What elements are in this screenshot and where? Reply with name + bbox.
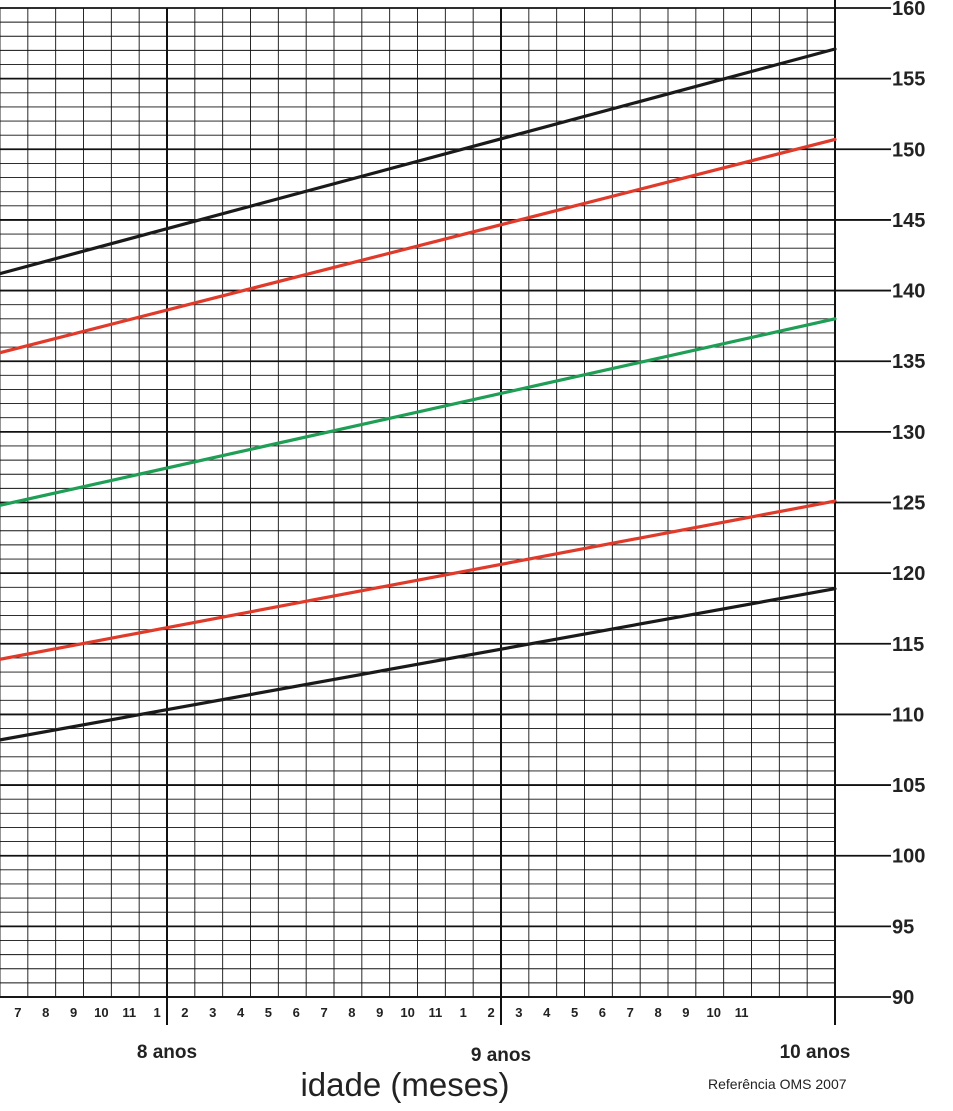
x-tick-label: 2	[487, 1005, 494, 1020]
y-tick-label: 135	[892, 351, 925, 373]
x-tick-label: 2	[181, 1005, 188, 1020]
x-tick-label: 1	[460, 1005, 467, 1020]
year-labels: 8 anos 9 anos 10 anos	[137, 1042, 850, 1066]
x-tick-label: 6	[599, 1005, 606, 1020]
x-tick-label: 3	[209, 1005, 216, 1020]
y-tick-label: 125	[892, 493, 925, 515]
y-tick-label: 90	[892, 987, 914, 1009]
y-tick-label: 95	[892, 916, 914, 938]
y-tick-label: 140	[892, 281, 925, 303]
x-tick-label: 10	[94, 1005, 108, 1020]
year-label: 10 anos	[780, 1042, 851, 1063]
x-tick-label: 10	[707, 1005, 721, 1020]
x-tick-label: 11	[735, 1005, 749, 1020]
x-tick-labels: 7 8 9 10 11 1 2 3 4 5 6 7 8 9 10 11 1 2 3 4 5 6 7 8 9 10 11	[14, 1005, 748, 1020]
x-tick-label: 5	[265, 1005, 272, 1020]
year-label: 8 anos	[137, 1042, 197, 1063]
x-tick-label: 8	[42, 1005, 49, 1020]
source-note: Referência OMS 2007	[708, 1076, 847, 1092]
y-tick-label: 130	[892, 422, 925, 444]
y-tick-label: 120	[892, 563, 925, 585]
x-tick-label: 7	[627, 1005, 634, 1020]
series-line-3	[0, 317, 837, 507]
x-tick-label: 5	[571, 1005, 578, 1020]
series-line-4	[0, 499, 837, 661]
y-tick-label: 115	[892, 634, 924, 656]
x-tick-label: 8	[654, 1005, 661, 1020]
x-tick-label: 7	[320, 1005, 327, 1020]
x-tick-label: 11	[122, 1005, 136, 1020]
y-tick-labels: 90 95 100 105 110 115 120 125 130 135 140 145 150 155…	[835, 0, 925, 1009]
x-tick-label: 1	[153, 1005, 160, 1020]
y-tick-label: 105	[892, 775, 925, 797]
x-axis-title: idade (meses)	[300, 1066, 510, 1103]
year-label: 9 anos	[471, 1045, 531, 1066]
x-tick-label: 8	[348, 1005, 355, 1020]
x-tick-label: 6	[293, 1005, 300, 1020]
series-line-2	[0, 137, 837, 355]
x-tick-label: 3	[515, 1005, 522, 1020]
x-tick-label: 4	[237, 1005, 245, 1020]
x-tick-label: 11	[429, 1005, 443, 1020]
chart-series	[0, 47, 837, 742]
chart-grid	[0, 0, 836, 1025]
x-tick-label: 7	[14, 1005, 21, 1020]
x-tick-label: 4	[543, 1005, 551, 1020]
y-tick-label: 155	[892, 69, 925, 91]
y-tick-label: 145	[892, 210, 925, 232]
x-tick-label: 9	[682, 1005, 689, 1020]
x-tick-label: 10	[400, 1005, 414, 1020]
y-tick-label: 160	[892, 0, 925, 20]
y-tick-label: 150	[892, 139, 925, 161]
y-tick-label: 110	[892, 704, 924, 726]
x-tick-label: 9	[376, 1005, 383, 1020]
series-line-1	[0, 47, 837, 276]
y-tick-label: 100	[892, 846, 925, 868]
x-tick-label: 9	[70, 1005, 77, 1020]
series-line-5	[0, 587, 837, 742]
